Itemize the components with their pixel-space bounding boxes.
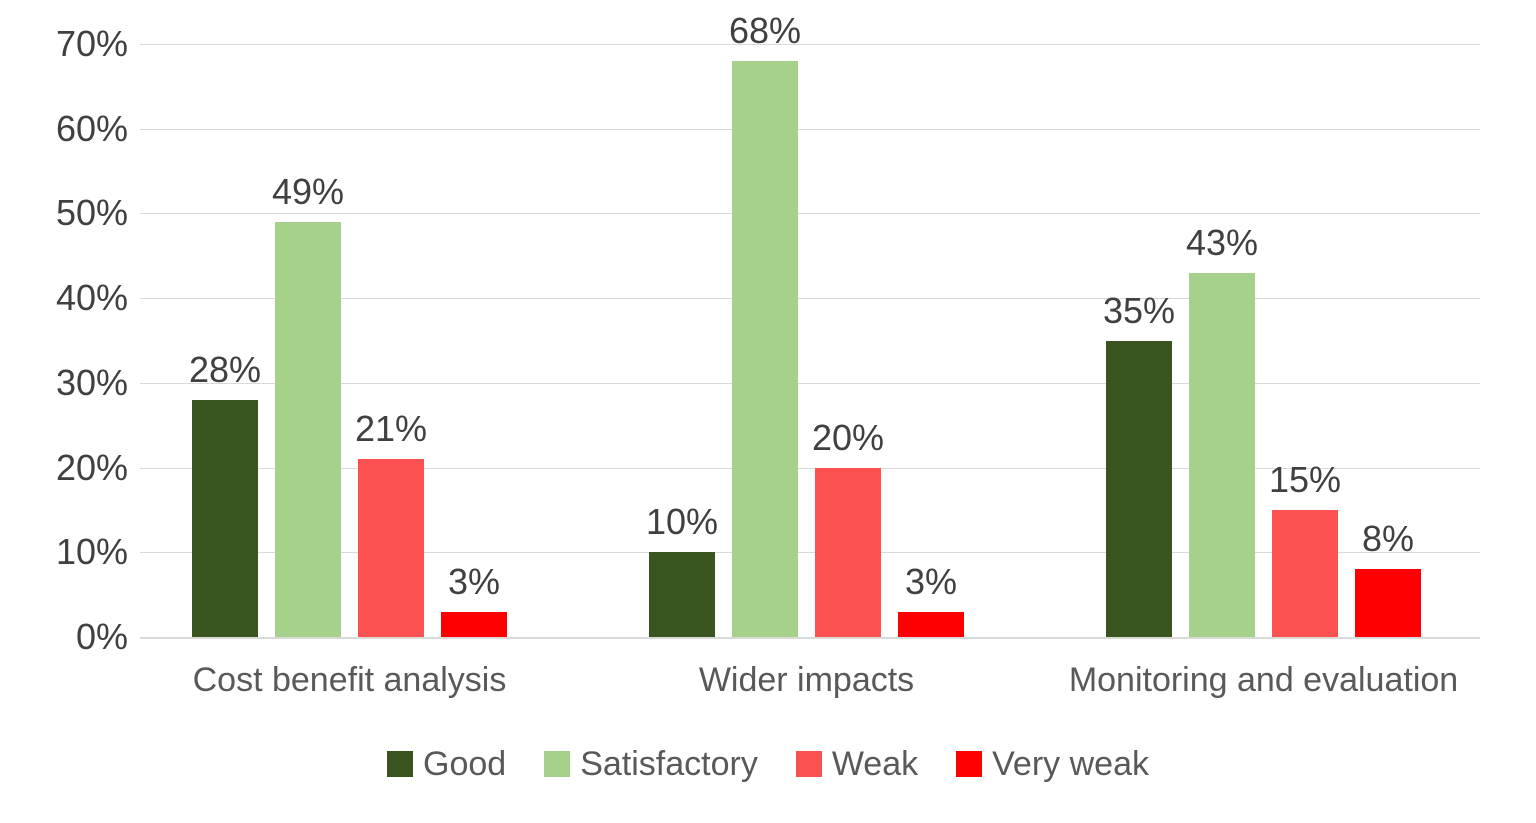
y-axis-tick-label: 0% <box>75 616 128 657</box>
y-axis-tick-label: 10% <box>55 531 128 573</box>
bar-value-label: 3% <box>447 560 501 602</box>
gridline <box>140 44 1480 45</box>
gridline <box>140 298 1480 300</box>
bar <box>441 611 507 637</box>
y-axis-tick-label: 20% <box>55 446 128 488</box>
legend-item[interactable]: Weak <box>795 744 919 784</box>
bar <box>358 459 424 637</box>
y-axis-tick-label: 50% <box>55 192 128 234</box>
bar-value-label: 21% <box>354 408 428 450</box>
bar <box>275 221 341 637</box>
x-axis-category-label: Cost benefit analysis <box>192 661 507 699</box>
bars-layer: 28% 49% 21% 3% 10% 68% 20% 3% 35% 43% 15% 8% <box>140 12 1480 637</box>
bar-value-label: 15% <box>1268 458 1342 500</box>
gridline <box>140 552 1480 554</box>
bar <box>815 467 881 637</box>
bar-value-label: 49% <box>271 170 345 212</box>
gridline <box>140 467 1480 469</box>
legend-item[interactable]: Satisfactory <box>544 744 758 784</box>
y-axis-tick-label: 60% <box>55 107 128 149</box>
legend-item[interactable]: Very weak <box>956 744 1149 784</box>
y-axis: 70% 60% 50% 40% 30% 20% 10% 0% <box>0 0 128 823</box>
bar <box>1106 340 1172 637</box>
bar-value-label: 8% <box>1361 518 1415 560</box>
bar <box>732 60 798 637</box>
x-axis-category-label: Wider impacts <box>698 661 915 699</box>
legend-swatch-icon <box>544 751 571 777</box>
bar <box>1189 272 1255 637</box>
y-axis-tick-label: 70% <box>55 23 128 64</box>
bar <box>1272 509 1338 637</box>
bar-value-label: 3% <box>904 560 958 602</box>
bar <box>1355 569 1421 637</box>
legend-swatch-icon <box>956 751 983 777</box>
bar-value-label: 10% <box>645 501 719 543</box>
bar-value-label: 68% <box>728 9 802 51</box>
legend-item-label: Weak <box>831 745 919 783</box>
gridlines <box>140 44 1480 639</box>
bar-value-label: 43% <box>1185 221 1259 263</box>
legend-item-label: Good <box>423 745 507 783</box>
bar-value-label: 28% <box>188 348 262 390</box>
bar <box>898 611 964 637</box>
axis-baseline <box>140 637 1480 639</box>
bar <box>649 552 715 637</box>
y-axis-tick-label: 40% <box>55 277 128 319</box>
legend-item-label: Very weak <box>992 745 1149 783</box>
x-axis-category-label: Monitoring and evaluation <box>1068 661 1459 699</box>
legend-item-label: Satisfactory <box>580 745 758 783</box>
gridline <box>140 382 1480 384</box>
bar-value-label: 20% <box>811 416 885 458</box>
gridline <box>140 128 1480 130</box>
legend-swatch-icon <box>387 751 414 777</box>
legend-item[interactable]: Good <box>387 744 506 784</box>
bar <box>192 399 258 637</box>
gridline <box>140 213 1480 215</box>
legend-swatch-icon <box>795 751 822 777</box>
legend: Good Satisfactory Weak Very weak <box>0 744 1536 784</box>
y-axis-tick-label: 30% <box>55 361 128 403</box>
bar-value-label: 35% <box>1102 289 1176 331</box>
